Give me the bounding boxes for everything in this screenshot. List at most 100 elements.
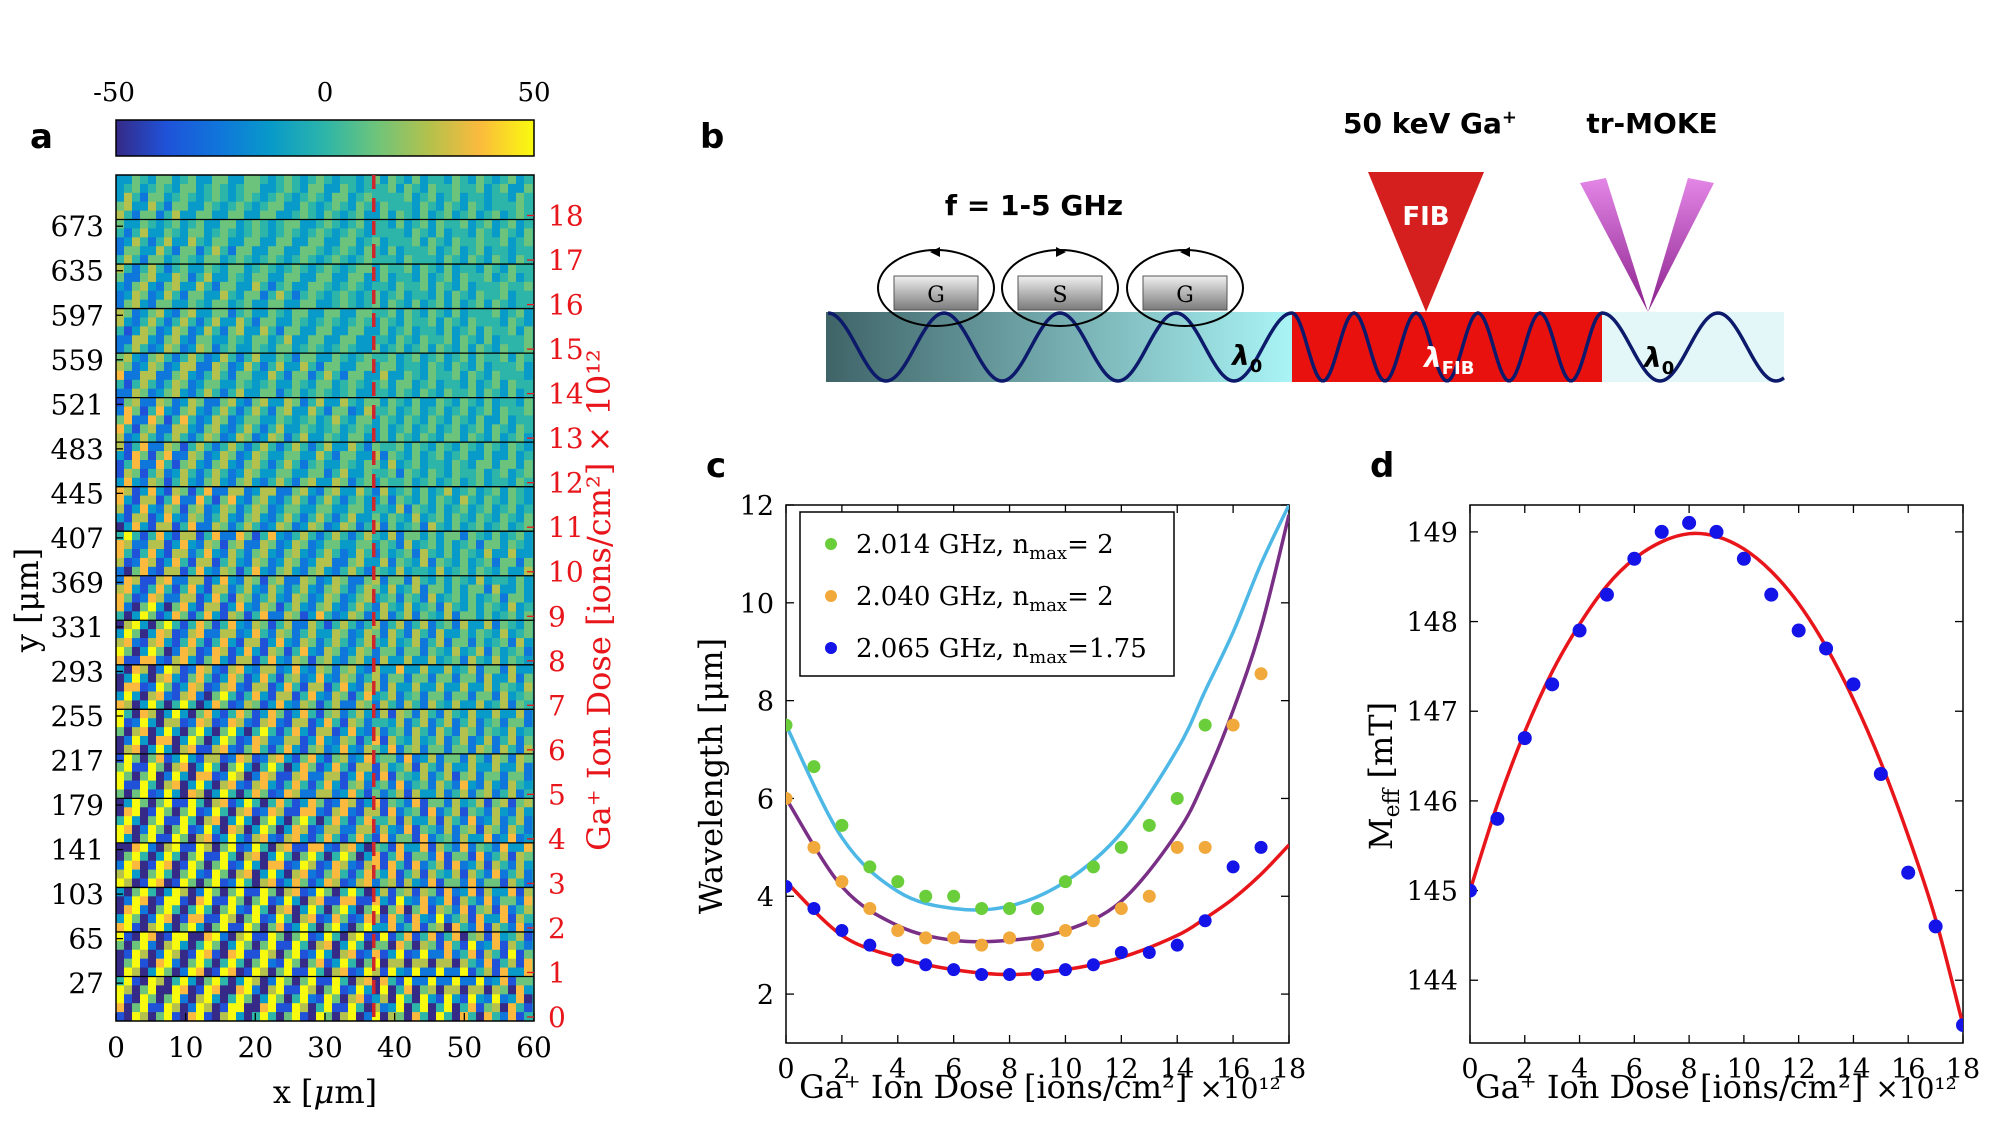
heatmap-cell — [332, 531, 341, 541]
heatmap-cell — [324, 629, 333, 639]
heatmap-cell — [132, 958, 141, 969]
heatmap-cell — [268, 522, 277, 532]
heatmap-cell — [140, 344, 149, 354]
heatmap-cell — [140, 602, 149, 612]
heatmap-cell — [308, 1003, 317, 1013]
heatmap-cell — [172, 237, 181, 247]
heatmap-cell — [380, 308, 389, 318]
heatmap-cell — [420, 629, 429, 639]
heatmap-cell — [324, 727, 333, 737]
heatmap-cell — [428, 477, 437, 488]
heatmap-cell — [116, 682, 125, 693]
heatmap-cell — [492, 718, 501, 728]
heatmap-cell — [468, 905, 477, 915]
heatmap-cell — [284, 344, 293, 354]
heatmap-cell — [420, 451, 429, 461]
heatmap-cell — [324, 611, 333, 621]
heatmap-cell — [220, 317, 229, 327]
heatmap-cell — [476, 664, 485, 675]
heatmap-cell — [284, 397, 293, 408]
heatmap-cell — [180, 290, 189, 301]
heatmap-cell — [212, 219, 221, 229]
heatmap-cell — [380, 531, 389, 541]
heatmap-cell — [428, 272, 437, 283]
heatmap-cell — [284, 308, 293, 318]
heatmap-cell — [380, 869, 389, 880]
heatmap-cell — [124, 887, 133, 897]
heatmap-cell — [164, 424, 173, 434]
heatmap-cell — [300, 860, 309, 871]
heatmap-cell — [292, 860, 301, 871]
heatmap-cell — [484, 664, 493, 675]
heatmap-cell — [156, 914, 165, 924]
heatmap-cell — [212, 406, 221, 416]
heatmap-cell — [196, 237, 205, 247]
heatmap-cell — [492, 1003, 501, 1013]
heatmap-cell — [516, 958, 525, 969]
heatmap-cell — [468, 611, 477, 621]
heatmap-cell — [260, 246, 269, 256]
heatmap-cell — [444, 860, 453, 871]
heatmap-cell — [332, 175, 341, 185]
heatmap-cell — [348, 931, 357, 942]
heatmap-cell — [284, 762, 293, 773]
heatmap-cell — [236, 477, 245, 488]
heatmap-cell — [468, 985, 477, 995]
heatmap-cell — [244, 290, 253, 301]
heatmap-cell — [500, 923, 509, 933]
heatmap-cell — [356, 842, 365, 853]
heatmap-cell — [324, 994, 333, 1004]
heatmap-cell — [180, 593, 189, 603]
heatmap-cell — [316, 593, 325, 603]
heatmap-cell — [324, 264, 333, 274]
heatmap-cell — [332, 397, 341, 408]
heatmap-cell — [188, 433, 197, 443]
heatmap-cell — [476, 290, 485, 301]
heatmap-cell — [484, 709, 493, 719]
heatmap-cell — [276, 611, 285, 621]
heatmap-cell — [500, 887, 509, 897]
heatmap-cell — [132, 451, 141, 461]
heatmap-cell — [116, 264, 125, 274]
heatmap-cell — [452, 281, 461, 292]
heatmap-cell — [156, 397, 165, 408]
heatmap-cell — [412, 896, 421, 906]
heatmap-cell — [444, 237, 453, 247]
heatmap-cell — [308, 237, 317, 247]
heatmap-cell — [468, 442, 477, 452]
heatmap-cell — [116, 629, 125, 639]
heatmap-cell — [476, 246, 485, 256]
heatmap-cell — [148, 718, 157, 728]
heatmap-cell — [404, 522, 413, 532]
heatmap-cell — [116, 611, 125, 621]
heatmap-cell — [292, 762, 301, 773]
heatmap-cell — [412, 593, 421, 603]
heatmap-cell — [364, 370, 373, 381]
heatmap-cell — [204, 272, 213, 283]
heatmap-cell — [420, 789, 429, 799]
heatmap-cell — [444, 219, 453, 229]
heatmap-cell — [156, 477, 165, 488]
heatmap-cell — [236, 1012, 245, 1021]
heatmap-cell — [180, 825, 189, 835]
heatmap-cell — [524, 183, 533, 194]
heatmap-cell — [124, 504, 133, 514]
heatmap-cell — [164, 584, 173, 595]
heatmap-cell — [164, 727, 173, 737]
heatmap-cell — [492, 353, 501, 363]
heatmap-cell — [372, 210, 381, 221]
heatmap-cell — [324, 237, 333, 247]
heatmap-cell — [364, 744, 373, 755]
heatmap-cell — [268, 513, 277, 523]
heatmap-cell — [300, 994, 309, 1004]
heatmap-cell — [492, 549, 501, 559]
heatmap-cell — [220, 335, 229, 345]
heatmap-cell — [276, 299, 285, 310]
heatmap-cell — [500, 477, 509, 488]
heatmap-cell — [252, 923, 261, 933]
heatmap-cell — [404, 887, 413, 897]
heatmap-cell — [148, 353, 157, 363]
heatmap-cell — [324, 736, 333, 746]
heatmap-cell — [196, 326, 205, 336]
heatmap-cell — [460, 736, 469, 746]
